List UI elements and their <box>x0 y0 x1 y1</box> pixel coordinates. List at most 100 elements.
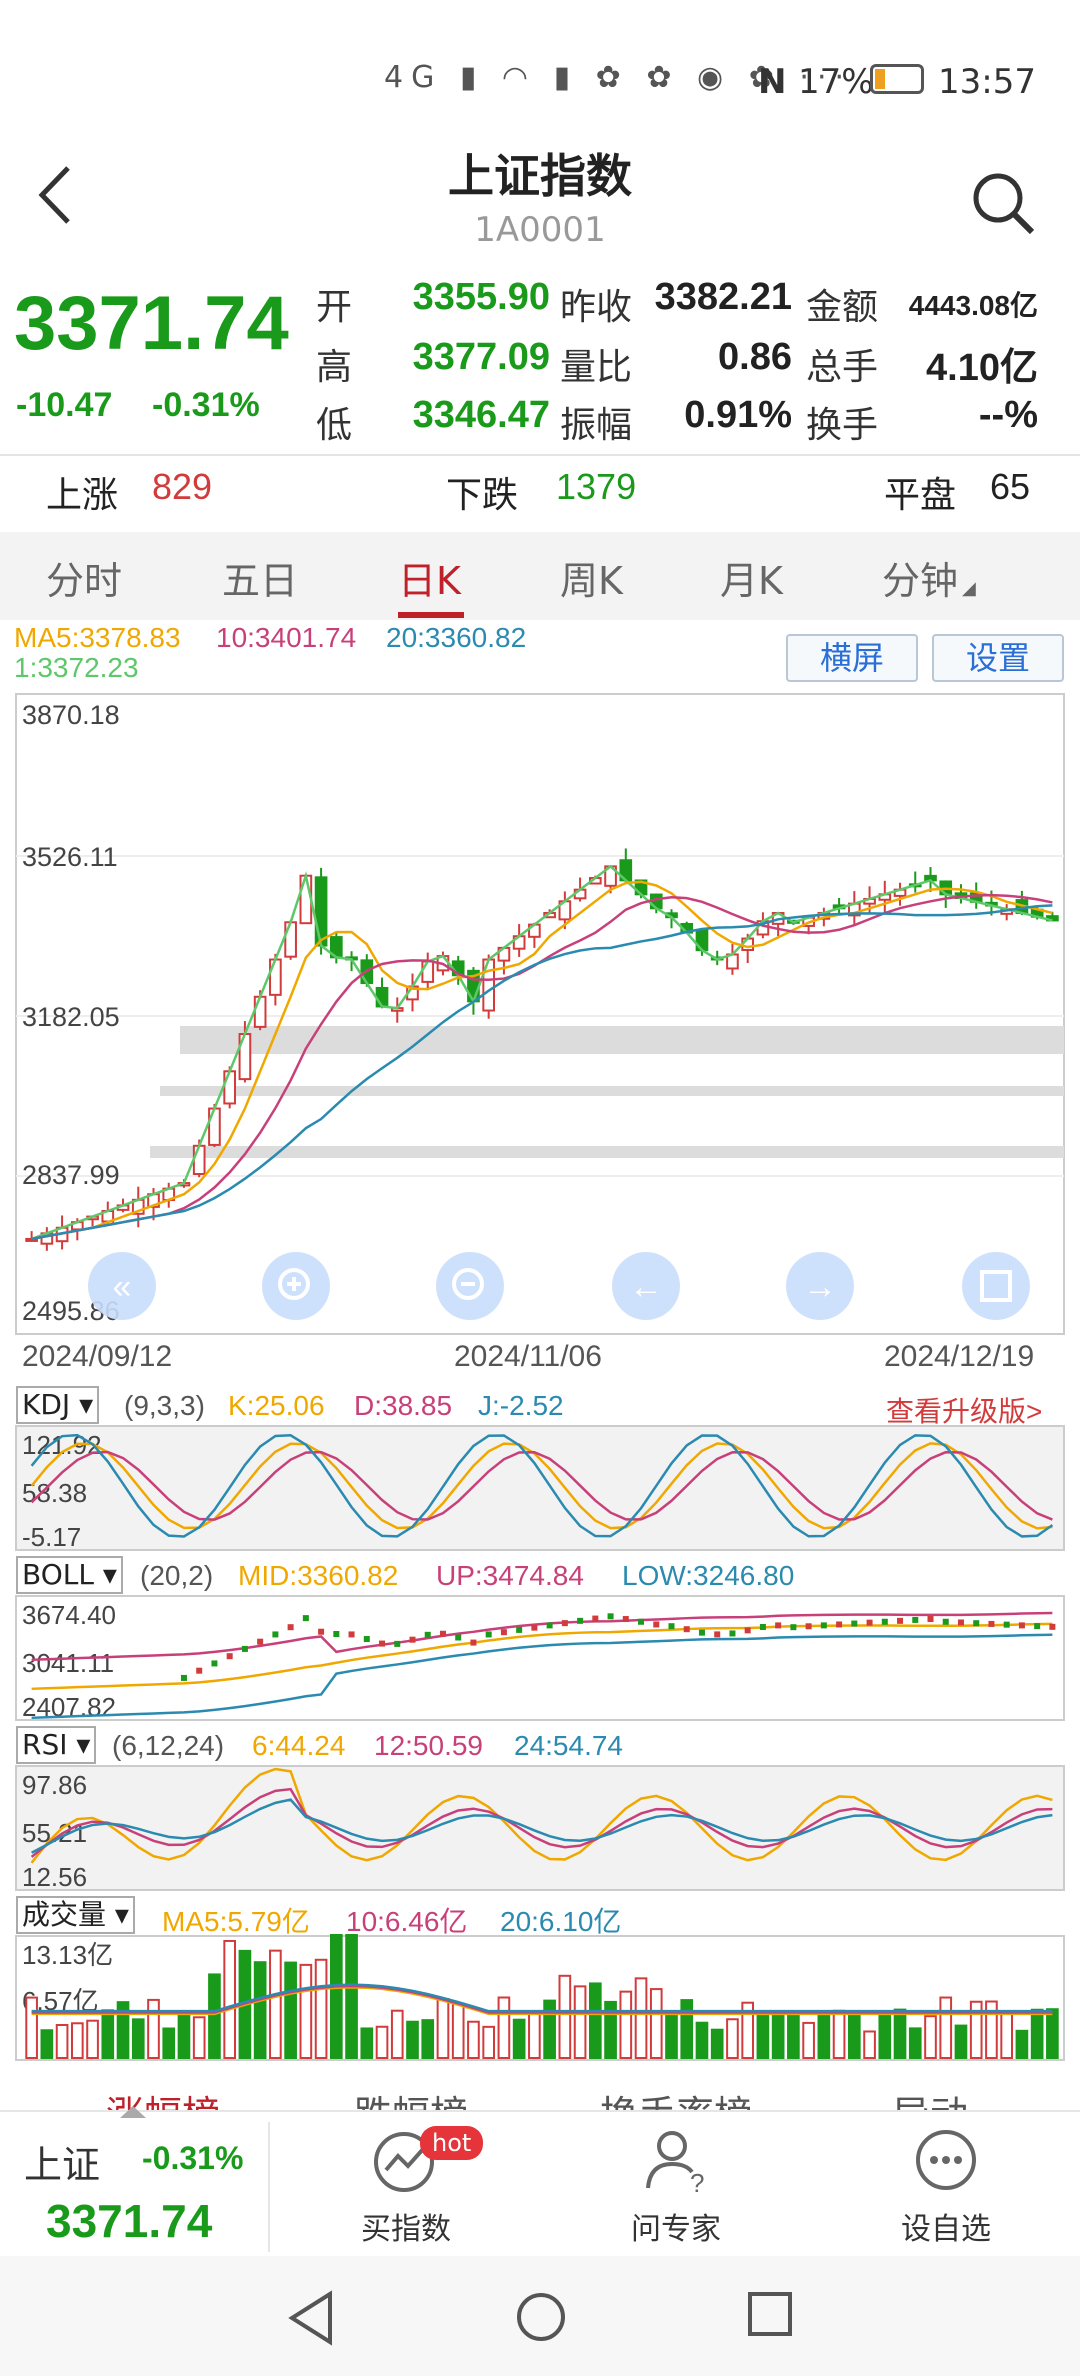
ma20-legend: 20:3360.82 <box>386 622 527 653</box>
ma1-legend: 1:3372.23 <box>14 652 139 683</box>
high-label: 高 <box>316 347 353 388</box>
y-axis-label: 97.86 <box>22 1770 87 1800</box>
landscape-button[interactable]: 横屏 <box>786 634 918 682</box>
y-axis-label: 3674.40 <box>22 1600 116 1630</box>
status-bar: 4G ▮ ◠ ▮ ✿ ✿ ◉ ✿ ··· N 17% 13:57 <box>0 50 1080 110</box>
upgrade-link[interactable]: 查看升级版> <box>886 1396 1043 1427</box>
boll-candle <box>302 1615 309 1622</box>
dropdown-triangle-icon: ◢ <box>962 578 976 599</box>
back-button[interactable] <box>30 160 90 240</box>
tab-anomaly[interactable]: 异动 <box>892 2084 968 2114</box>
volume-bar <box>543 1999 556 2059</box>
status-time: 13:57 <box>938 62 1036 102</box>
volume-bar <box>406 2020 419 2059</box>
turnover-value: --% <box>978 394 1038 436</box>
indicator-line <box>31 1633 1053 1720</box>
boll-candle <box>942 1618 949 1625</box>
boll-candle <box>668 1623 675 1630</box>
volume-chart: 13.13亿 6.57亿 <box>15 1934 1065 2061</box>
amount-value: 4443.08亿 <box>908 290 1038 321</box>
rsi-selector[interactable]: RSI ▾ <box>16 1726 97 1764</box>
volume-ma-line <box>31 1986 1053 2016</box>
boll-candle <box>851 1620 858 1627</box>
tab-monthly-k[interactable]: 月K <box>720 559 783 603</box>
boll-candle <box>714 1631 721 1638</box>
tab-five-day[interactable]: 五日 <box>222 559 299 603</box>
rsi-chart: 97.86 55.21 12.56 <box>15 1765 1065 1892</box>
boll-mid: MID:3360.82 <box>238 1560 399 1591</box>
nav-recents-icon[interactable] <box>746 2290 796 2340</box>
tab-intraday[interactable]: 分时 <box>46 559 123 603</box>
boll-selector[interactable]: BOLL ▾ <box>16 1556 123 1594</box>
expand-up-icon[interactable] <box>118 2104 148 2120</box>
tab-losers[interactable]: 跌幅榜 <box>354 2084 468 2114</box>
volume-selector[interactable]: 成交量 ▾ <box>16 1896 135 1934</box>
volume-bar <box>847 2013 861 2059</box>
tab-weekly-k[interactable]: 周K <box>560 559 623 603</box>
fullscreen-button[interactable] <box>962 1252 1030 1320</box>
volume-bar <box>345 1934 358 2059</box>
kdj-selector[interactable]: KDJ ▾ <box>16 1386 100 1424</box>
scroll-left-fast-button[interactable]: « <box>88 1252 156 1320</box>
candle-body <box>223 1070 237 1105</box>
volume-ma5: MA5:5.79亿 <box>162 1906 310 1937</box>
boll-candle <box>394 1640 401 1647</box>
candle-body <box>269 958 282 996</box>
arrow-right-icon: → <box>803 1268 837 1306</box>
ask-expert-button[interactable]: ? 问专家 <box>596 2126 756 2248</box>
boll-up: UP:3474.84 <box>436 1560 584 1591</box>
kline-chart[interactable]: 3870.18 3526.11 3182.05 2837.99 2495.86 … <box>0 690 1080 1380</box>
tab-minute[interactable]: 分钟 ◢ <box>882 550 976 605</box>
volume-bar <box>299 1963 313 2059</box>
tab-turnover[interactable]: 换手率榜 <box>600 2084 752 2114</box>
amplitude-label: 振幅 <box>560 405 633 446</box>
boll-candle <box>287 1624 294 1631</box>
boll-candle <box>607 1613 614 1620</box>
ask-expert-label: 问专家 <box>631 2212 721 2247</box>
nav-home-icon[interactable] <box>514 2290 568 2344</box>
zoom-in-button[interactable] <box>262 1252 330 1320</box>
volume-bar <box>375 2025 389 2060</box>
boll-candle <box>226 1653 233 1660</box>
volume-bar <box>101 2009 115 2059</box>
turnover-label: 换手 <box>806 405 879 446</box>
volume-bar <box>497 1996 511 2059</box>
open-value: 3355.90 <box>412 276 550 318</box>
volume-bar <box>588 1982 602 2059</box>
prev-close-value: 3382.21 <box>654 276 792 318</box>
add-watchlist-button[interactable]: 设自选 <box>866 2126 1026 2248</box>
low-value: 3346.47 <box>412 394 550 436</box>
settings-button[interactable]: 设置 <box>932 634 1064 682</box>
boll-candle <box>683 1626 690 1633</box>
scroll-right-button[interactable]: → <box>786 1252 854 1320</box>
volume-bar <box>528 2010 541 2059</box>
volume-bar <box>70 2022 84 2059</box>
boll-candle <box>1003 1621 1010 1628</box>
nav-back-icon[interactable] <box>286 2290 336 2346</box>
down-count: 1379 <box>556 466 637 507</box>
search-button[interactable] <box>968 168 1038 238</box>
svg-text:?: ? <box>690 2168 704 2196</box>
y-axis-label: 3870.18 <box>22 700 120 730</box>
period-tabs: 分时 五日 日K 周K 月K 分钟 ◢ <box>0 532 1080 620</box>
boll-candle <box>455 1634 462 1641</box>
boll-candle <box>379 1640 386 1647</box>
boll-candle <box>531 1624 538 1631</box>
boll-candle <box>866 1619 873 1626</box>
boll-candle <box>805 1623 812 1630</box>
amplitude-value: 0.91% <box>684 394 792 436</box>
ma10-legend: 10:3401.74 <box>216 622 357 653</box>
buy-index-button[interactable]: 买指数 <box>326 2126 486 2248</box>
scroll-left-button[interactable]: ← <box>612 1252 680 1320</box>
search-icon <box>973 173 1035 235</box>
tab-daily-k[interactable]: 日K <box>398 559 461 603</box>
zoom-out-button[interactable] <box>436 1252 504 1320</box>
volume-bar <box>893 2008 907 2059</box>
volume-bar <box>908 2027 922 2059</box>
vol-ratio-label: 量比 <box>560 347 633 388</box>
boll-candle <box>211 1660 218 1667</box>
candle-body <box>192 1144 206 1176</box>
x-axis-label: 2024/12/19 <box>884 1340 1034 1373</box>
gap-band <box>180 1026 1064 1054</box>
candle-body <box>421 960 435 983</box>
